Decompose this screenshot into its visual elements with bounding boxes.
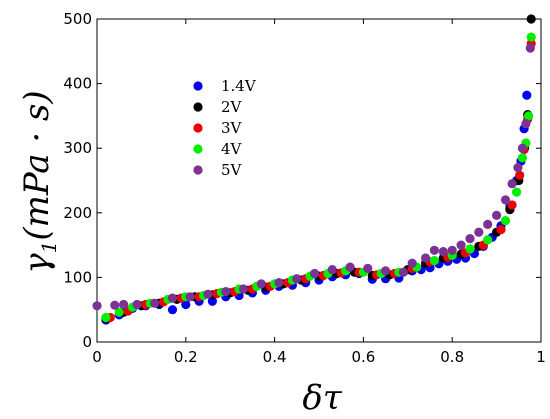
data-point — [132, 299, 142, 310]
data-point — [407, 258, 417, 268]
data-point — [150, 298, 160, 308]
y-axis-subscript: 1 — [37, 241, 61, 254]
data-point — [496, 225, 506, 235]
y-axis-title: γ1(mPa · s) — [17, 90, 61, 273]
data-point — [292, 274, 302, 284]
y-tick-label: 300 — [63, 139, 92, 157]
data-point — [429, 245, 439, 255]
data-point — [474, 227, 484, 237]
series-2V — [101, 14, 536, 324]
data-point — [447, 245, 457, 255]
legend-marker — [193, 165, 203, 175]
data-point — [274, 278, 284, 288]
data-point — [513, 163, 523, 173]
legend-marker — [193, 144, 203, 154]
data-point — [119, 299, 129, 310]
data-point — [181, 299, 191, 310]
data-point — [327, 265, 337, 275]
x-axis-title: δτ — [302, 378, 342, 418]
data-point — [483, 235, 493, 245]
y-axis-symbol: γ — [17, 253, 57, 274]
data-point — [203, 289, 213, 299]
x-tick-label: 1 — [536, 348, 546, 366]
data-points — [92, 14, 536, 325]
data-point — [167, 293, 178, 303]
data-point — [363, 263, 373, 273]
data-point — [465, 234, 475, 244]
data-point — [398, 267, 408, 277]
data-point — [492, 210, 502, 220]
y-tick-label: 0 — [82, 333, 92, 351]
x-tick-label: 0.2 — [174, 348, 198, 366]
data-point — [500, 216, 511, 226]
data-point — [517, 153, 528, 163]
series-14V — [101, 90, 532, 325]
legend-label: 3V — [221, 119, 243, 137]
data-point — [421, 253, 431, 263]
x-tick-label: 0.8 — [440, 348, 464, 366]
data-point — [456, 240, 466, 250]
data-point — [345, 262, 355, 272]
data-point — [110, 300, 120, 310]
data-point — [101, 312, 111, 323]
legend-label: 5V — [221, 161, 243, 179]
data-point — [515, 170, 525, 180]
legend: 1.4V 2V 3V 4V 5V — [193, 77, 257, 179]
data-point — [500, 195, 511, 205]
data-point — [526, 32, 536, 42]
x-tick-label: 0 — [92, 348, 102, 366]
data-point — [92, 301, 102, 311]
legend-marker — [193, 102, 203, 112]
y-axis-units: (mPa · s) — [17, 90, 57, 240]
legend-label: 1.4V — [221, 77, 257, 95]
data-point — [429, 256, 439, 266]
y-tick-label: 200 — [63, 204, 92, 222]
x-tick-label: 0.6 — [351, 348, 375, 366]
axis-ticks: 0 0.2 0.4 0.6 0.8 1 0 100 200 300 400 500 — [63, 10, 545, 366]
data-point — [221, 287, 231, 297]
legend-marker — [193, 123, 203, 133]
y-tick-label: 500 — [63, 10, 92, 28]
data-point — [525, 43, 535, 53]
data-point — [256, 279, 266, 289]
plot-frame — [96, 18, 542, 343]
data-point — [522, 90, 532, 100]
data-point — [521, 119, 531, 129]
data-point — [507, 200, 517, 210]
data-point — [438, 247, 448, 257]
x-tick-label: 0.4 — [263, 348, 287, 366]
data-point — [114, 307, 124, 317]
svg-text:γ1(mPa · s): γ1(mPa · s) — [17, 90, 61, 273]
y-tick-label: 100 — [63, 268, 92, 286]
data-point — [526, 14, 536, 24]
data-point — [207, 296, 217, 306]
y-tick-label: 400 — [63, 75, 92, 93]
data-point — [517, 143, 528, 153]
legend-label: 4V — [221, 140, 243, 158]
legend-label: 2V — [221, 98, 243, 116]
series-5V — [92, 43, 535, 311]
data-point — [483, 219, 493, 229]
data-point — [511, 187, 522, 197]
data-point — [167, 305, 178, 315]
data-point — [524, 111, 534, 121]
legend-marker — [193, 81, 203, 91]
data-point — [507, 179, 517, 189]
data-point — [185, 292, 195, 302]
data-point — [465, 244, 475, 254]
data-point — [238, 284, 249, 294]
data-point — [381, 266, 391, 276]
data-point — [310, 268, 320, 279]
